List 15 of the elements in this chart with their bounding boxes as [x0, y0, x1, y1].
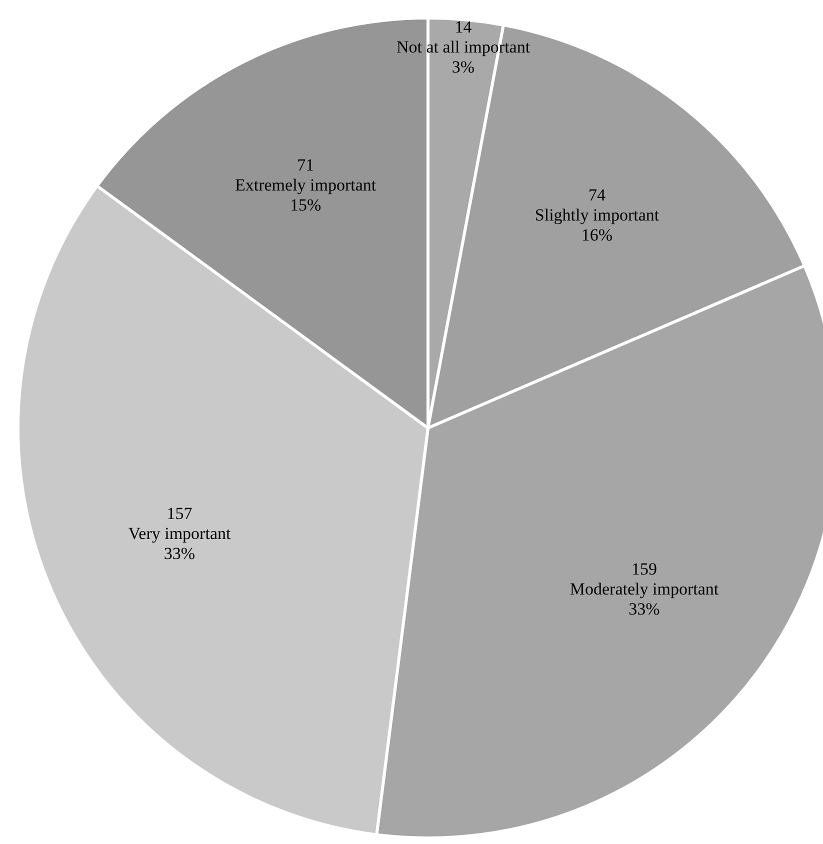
slice-label: Slightly important [534, 206, 660, 225]
text: 3% [452, 57, 475, 76]
slice-label: Moderately important [570, 580, 719, 599]
slice-label: Not at all important [396, 37, 530, 56]
text: 15% [290, 196, 322, 215]
text: 33% [164, 544, 196, 563]
text: 33% [628, 600, 660, 619]
data-label: 74 [588, 186, 606, 205]
data-label: 157 [166, 504, 193, 523]
data-label: 71 [297, 156, 314, 175]
slice-label: Extremely important [234, 176, 376, 195]
slice-label: Very important [128, 524, 231, 543]
text: 16% [581, 226, 613, 245]
data-label: 159 [632, 560, 658, 579]
data-label: 14 [454, 17, 472, 36]
